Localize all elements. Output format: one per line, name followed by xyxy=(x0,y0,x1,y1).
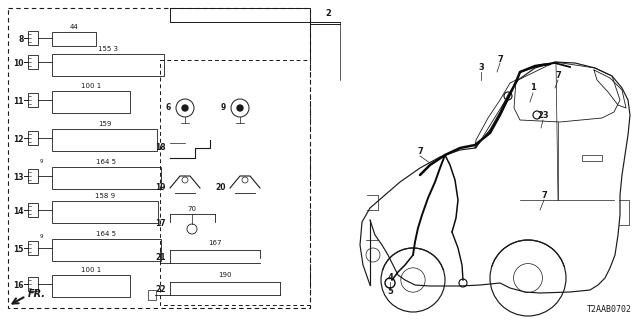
Bar xyxy=(28,131,38,145)
Circle shape xyxy=(237,105,243,111)
Text: 3: 3 xyxy=(478,63,484,73)
Bar xyxy=(28,55,38,69)
Bar xyxy=(52,91,130,113)
Bar xyxy=(8,8,310,308)
Bar xyxy=(52,275,130,297)
Text: 190: 190 xyxy=(218,272,232,278)
Text: 164 5: 164 5 xyxy=(97,231,116,237)
Bar xyxy=(52,129,157,151)
Text: 2: 2 xyxy=(325,10,331,19)
Bar xyxy=(28,203,38,217)
Text: FR.: FR. xyxy=(28,289,46,299)
Bar xyxy=(148,290,156,300)
Text: 159: 159 xyxy=(98,121,111,127)
Text: 10: 10 xyxy=(13,59,24,68)
Bar xyxy=(52,239,161,261)
Text: 9: 9 xyxy=(221,103,226,113)
Text: 7: 7 xyxy=(555,71,561,81)
Text: 155 3: 155 3 xyxy=(98,46,118,52)
Text: 7: 7 xyxy=(417,148,423,156)
Text: 6: 6 xyxy=(166,103,171,113)
Text: 23: 23 xyxy=(537,111,549,121)
Text: 167: 167 xyxy=(208,240,221,246)
Text: 70: 70 xyxy=(188,206,196,212)
Text: 21: 21 xyxy=(156,253,166,262)
Bar xyxy=(52,201,158,223)
Text: 44: 44 xyxy=(70,24,78,30)
Bar xyxy=(160,60,310,305)
Text: 12: 12 xyxy=(13,134,24,143)
Text: 158 9: 158 9 xyxy=(95,193,115,199)
Text: 7: 7 xyxy=(541,191,547,201)
Bar xyxy=(52,54,164,76)
Text: 11: 11 xyxy=(13,97,24,106)
Text: 22: 22 xyxy=(156,285,166,294)
Bar xyxy=(28,169,38,183)
Text: 15: 15 xyxy=(13,244,24,253)
Text: 100 1: 100 1 xyxy=(81,83,101,89)
Text: 1: 1 xyxy=(530,84,536,92)
Text: 13: 13 xyxy=(13,172,24,181)
Text: 17: 17 xyxy=(156,220,166,228)
Text: 9: 9 xyxy=(40,234,44,239)
Text: 5: 5 xyxy=(387,286,393,295)
Text: 16: 16 xyxy=(13,281,24,290)
Text: 14: 14 xyxy=(13,206,24,215)
Text: 4: 4 xyxy=(387,274,393,283)
Bar xyxy=(582,155,602,161)
Text: 7: 7 xyxy=(497,55,503,65)
Bar xyxy=(52,167,161,189)
Text: 8: 8 xyxy=(19,35,24,44)
Text: 164 5: 164 5 xyxy=(97,159,116,165)
Text: 20: 20 xyxy=(216,183,226,193)
Text: 9: 9 xyxy=(40,159,44,164)
Bar xyxy=(28,31,38,45)
Bar xyxy=(28,241,38,255)
Text: 100 1: 100 1 xyxy=(81,267,101,273)
Text: 18: 18 xyxy=(156,143,166,153)
Text: 19: 19 xyxy=(156,183,166,193)
Bar xyxy=(52,32,96,46)
Circle shape xyxy=(182,105,188,111)
Bar xyxy=(28,93,38,107)
Text: T2AAB0702: T2AAB0702 xyxy=(587,305,632,314)
Bar xyxy=(28,277,38,291)
